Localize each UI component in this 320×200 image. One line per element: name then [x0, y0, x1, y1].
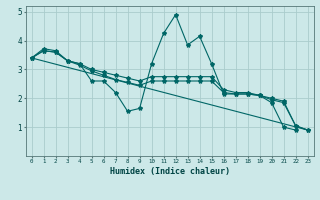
- X-axis label: Humidex (Indice chaleur): Humidex (Indice chaleur): [109, 167, 230, 176]
